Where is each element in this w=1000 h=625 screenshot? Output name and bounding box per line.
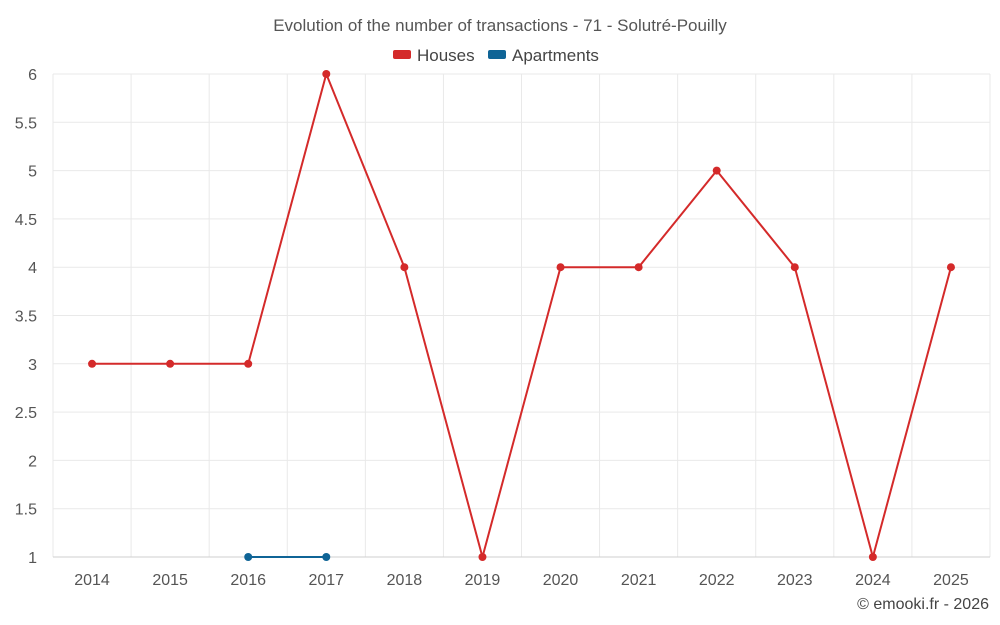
x-tick-label: 2017: [308, 572, 344, 589]
x-tick-label: 2019: [465, 572, 501, 589]
y-axis-ticks: 1 1.5 2 2.5 3 3.5 4 4.5 5 5.5 6: [15, 67, 37, 567]
footer-credit: © emooki.fr - 2026: [857, 596, 989, 613]
data-point-apartments[interactable]: [322, 553, 331, 561]
x-tick-label: 2018: [387, 572, 423, 589]
legend[interactable]: Houses Apartments: [393, 46, 599, 65]
x-tick-label: 2025: [933, 572, 969, 589]
y-tick-label: 1: [28, 550, 37, 567]
data-point-houses[interactable]: [88, 359, 97, 368]
y-tick-label: 4.5: [15, 212, 37, 229]
legend-label-apartments: Apartments: [512, 46, 599, 65]
y-tick-label: 3.5: [15, 309, 37, 326]
data-point-houses[interactable]: [790, 263, 799, 272]
data-point-houses[interactable]: [244, 359, 253, 368]
y-tick-label: 5: [28, 164, 37, 181]
x-tick-label: 2014: [74, 572, 110, 589]
legend-swatch-apartments: [488, 50, 506, 59]
y-tick-label: 4: [28, 260, 37, 277]
grid-lines: [52, 73, 991, 557]
series-houses: [88, 70, 955, 561]
y-tick-label: 2: [28, 453, 37, 470]
data-point-apartments[interactable]: [244, 553, 253, 561]
x-tick-label: 2022: [699, 572, 735, 589]
legend-label-houses: Houses: [417, 46, 475, 65]
x-tick-label: 2023: [777, 572, 813, 589]
y-tick-label: 1.5: [15, 502, 37, 519]
data-point-houses[interactable]: [322, 70, 331, 78]
legend-item-houses[interactable]: Houses: [393, 46, 475, 65]
x-tick-label: 2016: [230, 572, 266, 589]
y-tick-label: 5.5: [15, 115, 37, 132]
x-tick-label: 2015: [152, 572, 188, 589]
series-apartments: [244, 553, 331, 561]
x-tick-label: 2020: [543, 572, 579, 589]
data-point-houses[interactable]: [712, 166, 721, 175]
data-point-houses[interactable]: [166, 359, 175, 368]
data-point-houses[interactable]: [634, 263, 643, 272]
data-point-houses[interactable]: [478, 553, 487, 561]
x-tick-label: 2021: [621, 572, 657, 589]
y-tick-label: 6: [28, 67, 37, 84]
legend-swatch-houses: [393, 50, 411, 59]
y-tick-label: 3: [28, 357, 37, 374]
x-axis-ticks: 2014 2015 2016 2017 2018 2019 2020 2021 2022 2023…: [74, 572, 969, 589]
data-point-houses[interactable]: [556, 263, 565, 272]
legend-item-apartments[interactable]: Apartments: [488, 46, 599, 65]
series: [88, 70, 955, 561]
y-tick-label: 2.5: [15, 405, 37, 422]
data-point-houses[interactable]: [400, 263, 409, 272]
data-point-houses[interactable]: [946, 263, 955, 272]
data-point-houses[interactable]: [868, 553, 877, 561]
series-line-houses: [92, 73, 952, 558]
x-tick-label: 2024: [855, 572, 891, 589]
chart-title: Evolution of the number of transactions …: [273, 16, 727, 35]
